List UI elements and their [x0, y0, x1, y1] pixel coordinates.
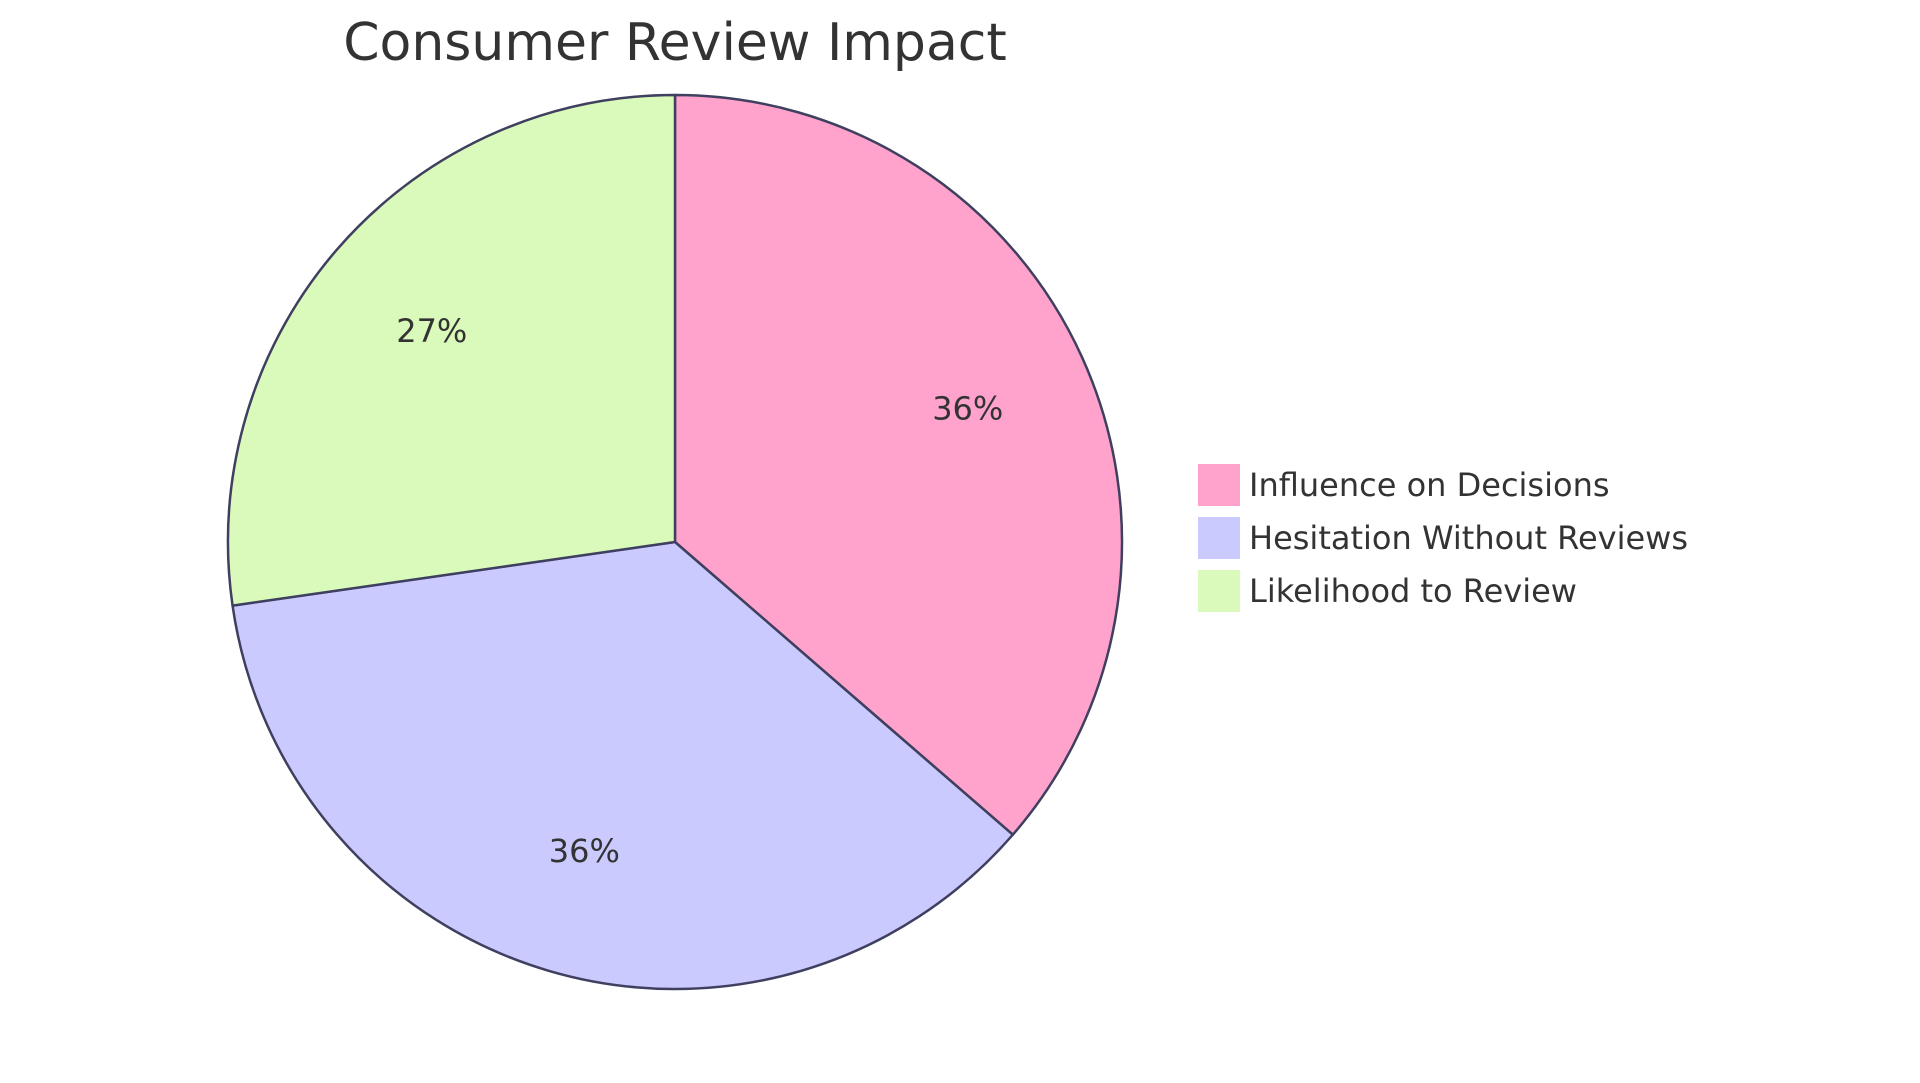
pie-slice-label-2: 36%	[549, 832, 620, 870]
pie-slice-1	[673, 93, 1124, 836]
legend-label-2: Hesitation Without Reviews	[1249, 519, 1688, 557]
pie-slice-label-1: 36%	[932, 389, 1003, 427]
pie-slice-label-3: 27%	[396, 312, 467, 350]
legend-swatch-3	[1196, 568, 1242, 614]
pie-slice-2	[231, 540, 1015, 991]
legend-swatch-2	[1196, 515, 1242, 561]
chart-title: Consumer Review Impact	[343, 13, 1007, 73]
legend: Influence on Decisions Hesitation Without…	[1196, 462, 1688, 614]
pie-slice-3	[226, 93, 677, 607]
legend-swatch-1	[1196, 462, 1242, 508]
pie-slice-labels: 36% 36% 27%	[396, 312, 1003, 870]
pie-slices	[226, 93, 1124, 991]
legend-label-1: Influence on Decisions	[1249, 466, 1610, 504]
legend-label-3: Likelihood to Review	[1249, 572, 1577, 610]
